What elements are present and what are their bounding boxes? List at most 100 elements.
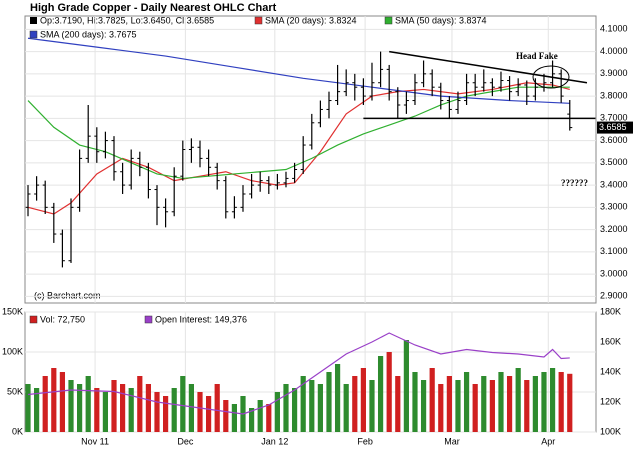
volume-bar bbox=[455, 380, 461, 432]
volume-bar bbox=[403, 340, 409, 432]
trend-line bbox=[389, 50, 588, 84]
volume-bar bbox=[300, 376, 306, 432]
volume-bar bbox=[498, 372, 504, 432]
volume-bar bbox=[463, 372, 470, 432]
x-tick-label: Jan 12 bbox=[261, 436, 288, 446]
volume-bar bbox=[291, 388, 298, 432]
volume-bar bbox=[549, 368, 556, 432]
volume-bar bbox=[515, 368, 521, 432]
volume-bar bbox=[205, 396, 212, 432]
volume-bar bbox=[214, 384, 220, 432]
y-tick-label: 3.9000 bbox=[600, 68, 628, 78]
y2-tick-label: 180K bbox=[600, 306, 621, 316]
y2-tick-label: 100K bbox=[600, 426, 621, 436]
volume-bar bbox=[223, 400, 229, 432]
open-interest-line bbox=[27, 332, 570, 415]
y-tick-label: 50K bbox=[7, 386, 23, 396]
y-tick-label: 2.9000 bbox=[600, 291, 628, 301]
y-tick-label: 0K bbox=[12, 426, 23, 436]
volume-bar bbox=[541, 372, 547, 432]
volume-bar bbox=[94, 388, 100, 432]
y-tick-label: 3.4000 bbox=[600, 179, 628, 189]
volume-bar bbox=[558, 372, 564, 432]
volume-bar bbox=[377, 356, 384, 432]
volume-bar bbox=[506, 376, 513, 432]
y-tick-label: 3.1000 bbox=[600, 246, 628, 256]
legend-swatch bbox=[29, 315, 38, 324]
volume-bar bbox=[34, 388, 40, 432]
x-tick-label: Mar bbox=[444, 436, 460, 446]
volume-bar bbox=[343, 384, 349, 432]
y-tick-label: 4.1000 bbox=[600, 24, 628, 34]
y-tick-label: 150K bbox=[2, 306, 23, 316]
volume-bar bbox=[51, 368, 57, 432]
volume-bar bbox=[317, 384, 323, 432]
legend-swatch bbox=[144, 315, 153, 324]
legend-label: SMA (200 days): 3.7675 bbox=[40, 29, 137, 39]
volume-bar bbox=[386, 352, 392, 432]
legend-label: Vol: 72,750 bbox=[40, 314, 85, 324]
legend-label: SMA (20 days): 3.8324 bbox=[265, 15, 357, 25]
volume-bar bbox=[283, 384, 289, 432]
volume-bar bbox=[309, 380, 315, 432]
volume-bar bbox=[412, 372, 418, 432]
volume-bar bbox=[197, 392, 203, 432]
volume-bar bbox=[446, 376, 452, 432]
volume-bar bbox=[188, 384, 194, 432]
x-tick-label: Nov 11 bbox=[81, 436, 109, 446]
last-price-label: 3.6585 bbox=[599, 122, 627, 132]
volume-bar bbox=[59, 372, 66, 432]
annotation: Head Fake bbox=[516, 51, 558, 61]
volume-bar bbox=[360, 368, 366, 432]
volume-bar bbox=[128, 388, 134, 432]
volume-bar bbox=[77, 384, 83, 432]
volume-bar bbox=[85, 376, 91, 432]
volume-bar bbox=[567, 373, 573, 432]
volume-bar bbox=[481, 376, 487, 432]
sma-line bbox=[27, 37, 570, 104]
annotation-circle bbox=[532, 65, 570, 89]
sma-line bbox=[27, 86, 570, 180]
volume-bar bbox=[137, 376, 143, 432]
volume-bar bbox=[120, 384, 126, 432]
volume-bar bbox=[25, 384, 31, 432]
credit: (c) Barchart.com bbox=[34, 290, 101, 300]
x-tick-label: Feb bbox=[357, 436, 373, 446]
y2-tick-label: 160K bbox=[600, 336, 621, 346]
volume-bar bbox=[68, 380, 74, 432]
legend-swatch bbox=[29, 30, 38, 39]
y-tick-label: 3.0000 bbox=[600, 268, 628, 278]
volume-bar bbox=[163, 396, 169, 432]
volume-bar bbox=[352, 376, 358, 432]
annotation: ?????? bbox=[561, 178, 588, 188]
volume-bar bbox=[111, 380, 117, 432]
y-tick-label: 4.0000 bbox=[600, 46, 628, 56]
y-tick-label: 3.3000 bbox=[600, 202, 628, 212]
ohlc-legend: Op:3.7190, Hi:3.7825, Lo:3.6450, Cl:3.65… bbox=[40, 15, 214, 25]
x-tick-label: Apr bbox=[541, 436, 555, 446]
legend-label: Open Interest: 149,376 bbox=[155, 314, 247, 324]
legend-swatch bbox=[30, 17, 37, 24]
y-tick-label: 3.7000 bbox=[600, 113, 628, 123]
y2-tick-label: 140K bbox=[600, 366, 621, 376]
legend-label: SMA (50 days): 3.8374 bbox=[395, 15, 487, 25]
volume-bar bbox=[102, 392, 109, 432]
volume-bar bbox=[532, 376, 538, 432]
chart-title: High Grade Copper - Daily Nearest OHLC C… bbox=[30, 2, 277, 14]
volume-bar bbox=[395, 376, 401, 432]
volume-bar bbox=[171, 388, 177, 432]
volume-bar bbox=[145, 384, 152, 432]
volume-bar bbox=[266, 404, 272, 432]
volume-bar bbox=[524, 380, 530, 432]
volume-bar bbox=[180, 376, 186, 432]
y2-tick-label: 120K bbox=[600, 396, 621, 406]
y-tick-label: 3.5000 bbox=[600, 157, 628, 167]
volume-bar bbox=[274, 392, 280, 432]
volume-bar bbox=[472, 384, 478, 432]
volume-bar bbox=[231, 404, 237, 432]
volume-bar bbox=[438, 384, 444, 432]
volume-bar bbox=[369, 380, 375, 432]
y-tick-label: 3.8000 bbox=[600, 90, 628, 100]
